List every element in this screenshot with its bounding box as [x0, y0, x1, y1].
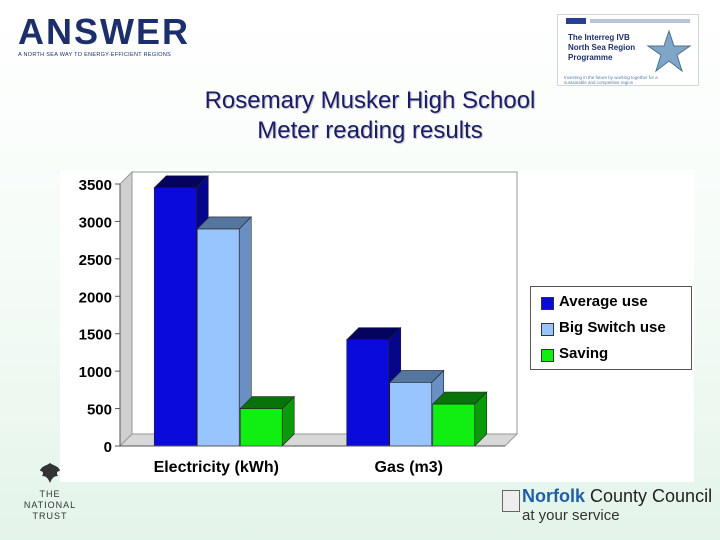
- plot-side-wall: [119, 170, 133, 448]
- norfolk-crest-icon: [502, 490, 520, 512]
- interreg-logo: The Interreg IVB North Sea Region Progra…: [557, 14, 699, 86]
- bar-1-1: [389, 382, 433, 447]
- legend-label-saving: Saving: [559, 345, 609, 362]
- bar-0-0: [153, 187, 197, 447]
- national-trust-logo: THE NATIONAL TRUST: [16, 462, 84, 524]
- oak-leaf-icon: [40, 463, 60, 483]
- y-tick-label: 3500: [79, 177, 112, 194]
- bar-top-1-1: [389, 370, 445, 383]
- national-trust-line-3: TRUST: [32, 511, 68, 521]
- norfolk-rest: County Council: [585, 486, 713, 506]
- bar-chart: 0 500 1000 1500 2000 2500 3000 3500 Electricity …: [79, 170, 519, 476]
- y-tick-label: 500: [87, 402, 112, 419]
- legend-swatch-saving: [541, 349, 554, 362]
- bar-0-2: [239, 408, 283, 447]
- chart-legend: Average use Big Switch use Saving: [530, 286, 692, 370]
- y-tick-label: 0: [104, 439, 112, 456]
- bar-top-1-0: [346, 327, 402, 341]
- interreg-line-3: Programme: [568, 53, 613, 62]
- x-category-label: Electricity (kWh): [154, 459, 279, 476]
- bar-top-0-2: [239, 396, 295, 409]
- interreg-band: [590, 19, 690, 23]
- chart-title: Rosemary Musker High School Meter readin…: [100, 86, 640, 146]
- norfolk-bold: Norfolk: [522, 486, 585, 506]
- chart-title-line-2: Meter reading results: [257, 117, 483, 144]
- answer-logo: ANSWER A NORTH SEA WAY TO ENERGY-EFFICIE…: [18, 11, 190, 59]
- x-category-label: Gas (m3): [375, 459, 443, 476]
- legend-label-average: Average use: [559, 293, 648, 310]
- eu-flag-icon: [566, 18, 586, 24]
- interreg-line-1: The Interreg IVB: [568, 33, 630, 42]
- starfish-icon: [646, 29, 692, 73]
- y-tick-label: 1500: [79, 327, 112, 344]
- legend-swatch-big-switch: [541, 323, 554, 336]
- legend-label-big-switch: Big Switch use: [559, 319, 666, 336]
- chart-title-line-1: Rosemary Musker High School: [204, 87, 536, 114]
- interreg-small-text: Investing in the future by working toget…: [564, 75, 658, 85]
- bar-top-0-1: [196, 216, 252, 230]
- bar-0-1: [196, 228, 240, 447]
- bar-1-2: [432, 403, 476, 447]
- norfolk-name: Norfolk County Council: [522, 486, 712, 507]
- norfolk-sub: at your service: [522, 507, 620, 524]
- norfolk-logo: Norfolk County Council at your service: [500, 486, 712, 528]
- national-trust-line-1: THE: [39, 489, 61, 499]
- answer-logo-tagline: A NORTH SEA WAY TO ENERGY-EFFICIENT REGI…: [18, 52, 172, 58]
- y-tick-label: 2500: [79, 252, 112, 269]
- bar-1-0: [346, 339, 390, 447]
- bar-top-0-0: [153, 175, 209, 189]
- y-tick-label: 3000: [79, 214, 112, 231]
- interreg-line-2: North Sea Region: [568, 43, 636, 52]
- bar-top-1-2: [432, 391, 488, 405]
- national-trust-line-2: NATIONAL: [23, 500, 77, 510]
- y-tick-label: 1000: [79, 364, 112, 381]
- legend-swatch-average: [541, 297, 554, 310]
- answer-logo-word: ANSWER: [18, 11, 190, 52]
- y-tick-label: 2000: [79, 289, 112, 306]
